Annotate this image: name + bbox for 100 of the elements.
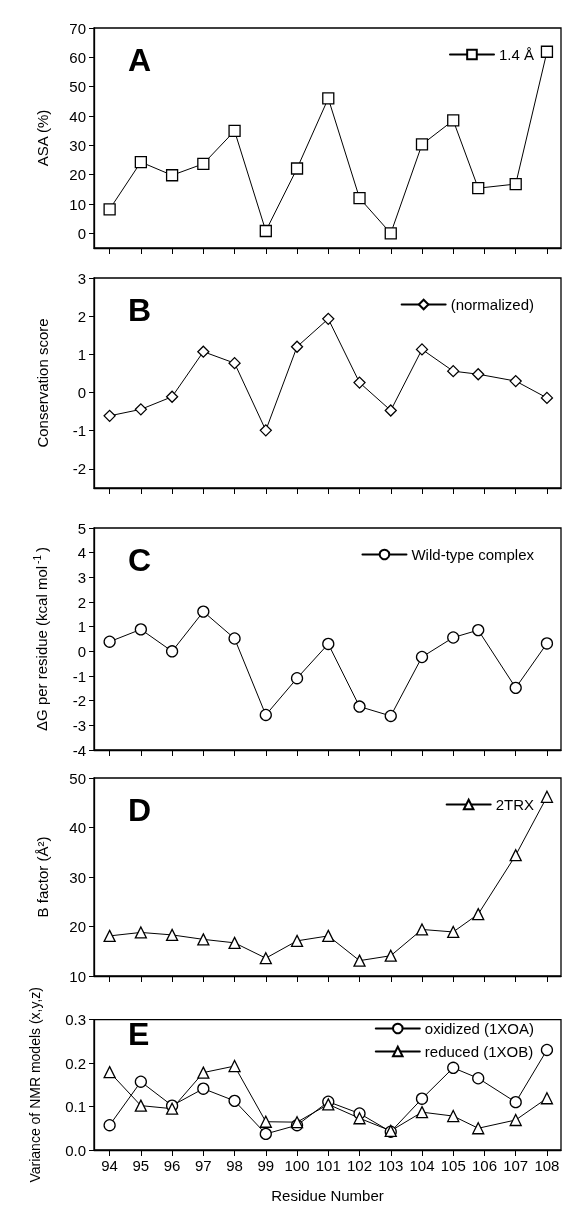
y-tick-label: -1 [72,422,86,440]
point [509,177,522,191]
point [540,1092,554,1105]
y-tick-label: 0.0 [65,1141,86,1159]
point [509,374,522,388]
point [472,1072,485,1085]
x-axis-title: Residue Number [271,1187,384,1204]
x-tick-label: 99 [257,1157,275,1174]
point [165,928,179,942]
point [259,1115,272,1128]
point [322,929,335,943]
point [472,907,485,921]
x-tick-label: 106 [471,1157,497,1174]
annotation: A [128,42,152,78]
x-tick-label: 103 [378,1157,404,1174]
annotation: C [128,542,152,578]
x-tick-label: 96 [163,1157,181,1174]
point [228,632,241,645]
x-tick-label: 105 [440,1157,466,1174]
point [447,631,460,644]
y-tick-label: 2 [77,593,86,611]
point [197,345,210,358]
point [103,1119,116,1132]
y-tick-label: 3 [77,269,86,287]
point [540,790,554,803]
point [134,1075,148,1088]
point [415,923,429,936]
y-tick-label: 30 [69,868,86,886]
y-tick-label: -2 [72,692,86,710]
point [103,203,116,216]
point [290,934,304,947]
point [509,681,522,694]
annotation: B [128,292,152,328]
point [290,162,304,175]
point [165,169,179,182]
y-tick-label: 70 [69,19,86,37]
y-tick-label: 2 [77,307,86,325]
point [415,1106,429,1119]
point [322,312,335,325]
point [509,1096,522,1109]
annotation: E [128,1016,150,1052]
point [134,403,148,416]
point [322,637,335,651]
x-tick-label: 102 [347,1157,373,1174]
x-tick-label: 97 [194,1157,212,1174]
point [103,409,116,422]
y-tick-label: 10 [69,967,86,985]
point [509,849,522,862]
y-tick-label: 30 [69,136,86,154]
point [472,182,485,195]
point [353,700,366,713]
point [540,391,554,405]
point [472,623,485,637]
point [134,155,148,169]
point [134,926,148,939]
y-tick-label: 0 [77,384,86,402]
point [353,191,366,205]
point [353,1112,366,1125]
legend-label: (normalized) [450,296,534,313]
y-axis-title: ASA (%) [34,109,51,167]
legend-label: reduced (1XOB) [424,1043,534,1060]
point [134,1099,148,1112]
legend-label: oxidized (1XOA) [424,1020,535,1037]
y-tick-label: 20 [69,166,86,184]
y-tick-label: 50 [69,78,86,96]
y-tick-label: 0 [77,224,86,242]
point [259,952,272,965]
y-tick-label: 40 [69,819,86,836]
point [290,672,304,685]
point [197,933,210,946]
y-tick-label: -3 [72,716,86,734]
point [259,1127,272,1141]
point [197,157,210,170]
point [447,114,460,127]
y-tick-label: 1 [77,618,86,636]
y-axis-title: Conservation score [34,318,51,448]
y-axis-title: B factor (Å²) [34,836,51,918]
y-tick-label: 4 [77,544,86,562]
y-tick-label: 20 [69,918,86,935]
point [228,124,241,138]
legend-label: 2TRX [495,796,534,813]
y-axis-title: ΔG per residue (kcal mol-1) [31,547,50,731]
point [103,929,116,943]
y-tick-label: -4 [72,741,86,759]
legend-label: Wild-type complex [411,546,535,563]
x-tick-label: 101 [315,1157,341,1174]
point [415,343,429,356]
x-tick-label: 98 [226,1157,243,1174]
point [540,637,554,650]
point [290,340,304,353]
annotation: D [128,792,152,828]
point [103,635,116,648]
legend-label: 1.4 Å [498,46,535,63]
x-tick-label: 104 [409,1157,435,1174]
y-tick-label: 5 [77,519,86,537]
point [384,709,397,723]
point [472,368,485,381]
point [353,376,366,389]
y-tick-label: 0.3 [65,1011,86,1029]
point [134,623,148,636]
